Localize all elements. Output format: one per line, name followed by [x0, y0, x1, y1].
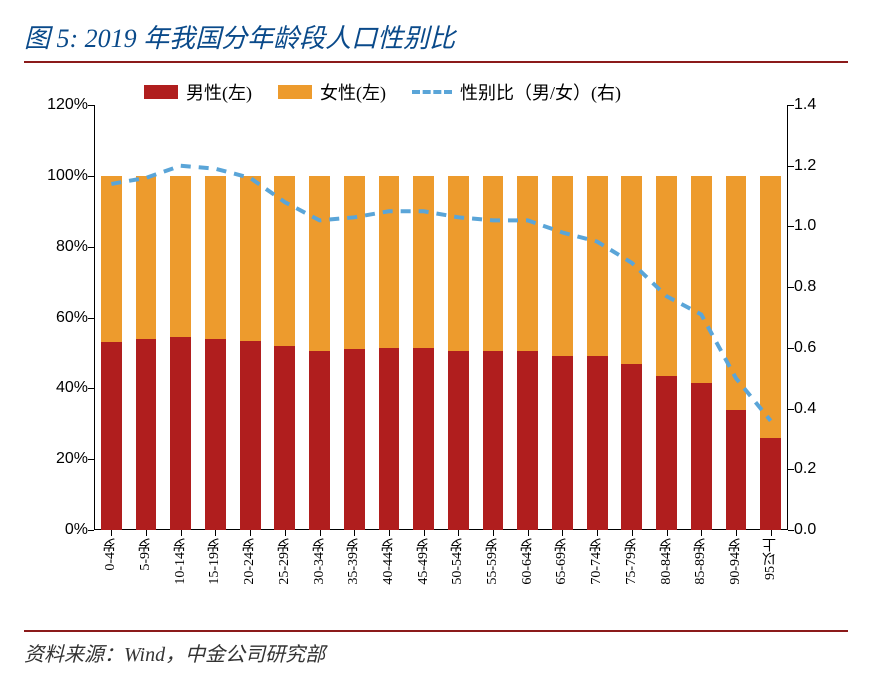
x-category-label: 95以上: [761, 538, 781, 580]
y-left-tick: [88, 459, 94, 460]
legend: 男性(左) 女性(左) 性别比（男/女）(右): [144, 79, 788, 105]
y-left-tick: [88, 247, 94, 248]
x-category-label: 70-74岁: [587, 538, 607, 585]
legend-female-label: 女性(左): [320, 79, 386, 105]
x-tick: [632, 530, 633, 536]
x-tick: [354, 530, 355, 536]
y-left-tick-label: 80%: [28, 238, 94, 256]
x-category-label: 55-59岁: [483, 538, 503, 585]
y-right-tick: [788, 226, 794, 227]
x-category-label: 90-94岁: [726, 538, 746, 585]
x-tick: [771, 530, 772, 536]
x-tick: [250, 530, 251, 536]
x-category-label: 20-24岁: [240, 538, 260, 585]
swatch-female: [278, 85, 312, 99]
y-left-tick: [88, 388, 94, 389]
y-left-tick-label: 20%: [28, 450, 94, 468]
y-left-tick-label: 100%: [28, 167, 94, 185]
x-tick: [181, 530, 182, 536]
x-category-label: 5-9岁: [136, 538, 156, 571]
y-left-tick-label: 40%: [28, 379, 94, 397]
x-tick: [146, 530, 147, 536]
y-right-tick: [788, 287, 794, 288]
x-tick: [215, 530, 216, 536]
swatch-male: [144, 85, 178, 99]
chart-title-wrap: 图 5: 2019 年我国分年龄段人口性别比: [24, 18, 848, 63]
x-category-label: 15-19岁: [205, 538, 225, 585]
x-tick: [389, 530, 390, 536]
x-category-label: 50-54岁: [448, 538, 468, 585]
x-tick: [285, 530, 286, 536]
x-category-label: 85-89岁: [691, 538, 711, 585]
legend-male: 男性(左): [144, 79, 252, 105]
y-left-tick: [88, 105, 94, 106]
x-tick: [562, 530, 563, 536]
x-tick: [667, 530, 668, 536]
x-category-label: 75-79岁: [622, 538, 642, 585]
x-tick: [458, 530, 459, 536]
y-left-tick: [88, 530, 94, 531]
y-right-tick: [788, 348, 794, 349]
y-right-tick: [788, 469, 794, 470]
x-category-label: 80-84岁: [657, 538, 677, 585]
legend-female: 女性(左): [278, 79, 386, 105]
chart-title: 图 5: 2019 年我国分年龄段人口性别比: [24, 24, 455, 53]
y-right-tick: [788, 166, 794, 167]
x-category-label: 35-39岁: [344, 538, 364, 585]
ratio-line-layer: [94, 105, 788, 530]
legend-ratio: 性别比（男/女）(右): [412, 79, 621, 105]
plot-area: 0%20%40%60%80%100%120%0.00.20.40.60.81.0…: [94, 105, 788, 530]
chart-area: 男性(左) 女性(左) 性别比（男/女）(右) 0%20%40%60%80%10…: [24, 75, 848, 630]
x-tick: [528, 530, 529, 536]
y-left-tick-label: 60%: [28, 309, 94, 327]
y-right-tick: [788, 530, 794, 531]
x-tick: [701, 530, 702, 536]
legend-ratio-label: 性别比（男/女）(右): [460, 79, 621, 105]
y-left-tick-label: 120%: [28, 96, 94, 114]
x-category-label: 0-4岁: [101, 538, 121, 571]
y-left-tick-label: 0%: [28, 521, 94, 539]
x-tick: [424, 530, 425, 536]
x-tick: [320, 530, 321, 536]
y-right-tick: [788, 105, 794, 106]
x-category-label: 10-14岁: [171, 538, 191, 585]
x-tick: [736, 530, 737, 536]
ratio-line: [111, 166, 770, 421]
x-tick: [493, 530, 494, 536]
swatch-ratio: [412, 90, 452, 94]
x-category-label: 60-64岁: [518, 538, 538, 585]
x-category-label: 40-44岁: [379, 538, 399, 585]
y-left-tick: [88, 176, 94, 177]
x-category-label: 30-34岁: [310, 538, 330, 585]
x-tick: [597, 530, 598, 536]
x-category-label: 45-49岁: [414, 538, 434, 585]
source-text: 资料来源：Wind，中金公司研究部: [24, 644, 325, 666]
legend-male-label: 男性(左): [186, 79, 252, 105]
y-left-tick: [88, 318, 94, 319]
x-tick: [111, 530, 112, 536]
x-category-label: 25-29岁: [275, 538, 295, 585]
y-right-tick: [788, 409, 794, 410]
x-category-label: 65-69岁: [552, 538, 572, 585]
source-footer: 资料来源：Wind，中金公司研究部: [24, 630, 848, 667]
